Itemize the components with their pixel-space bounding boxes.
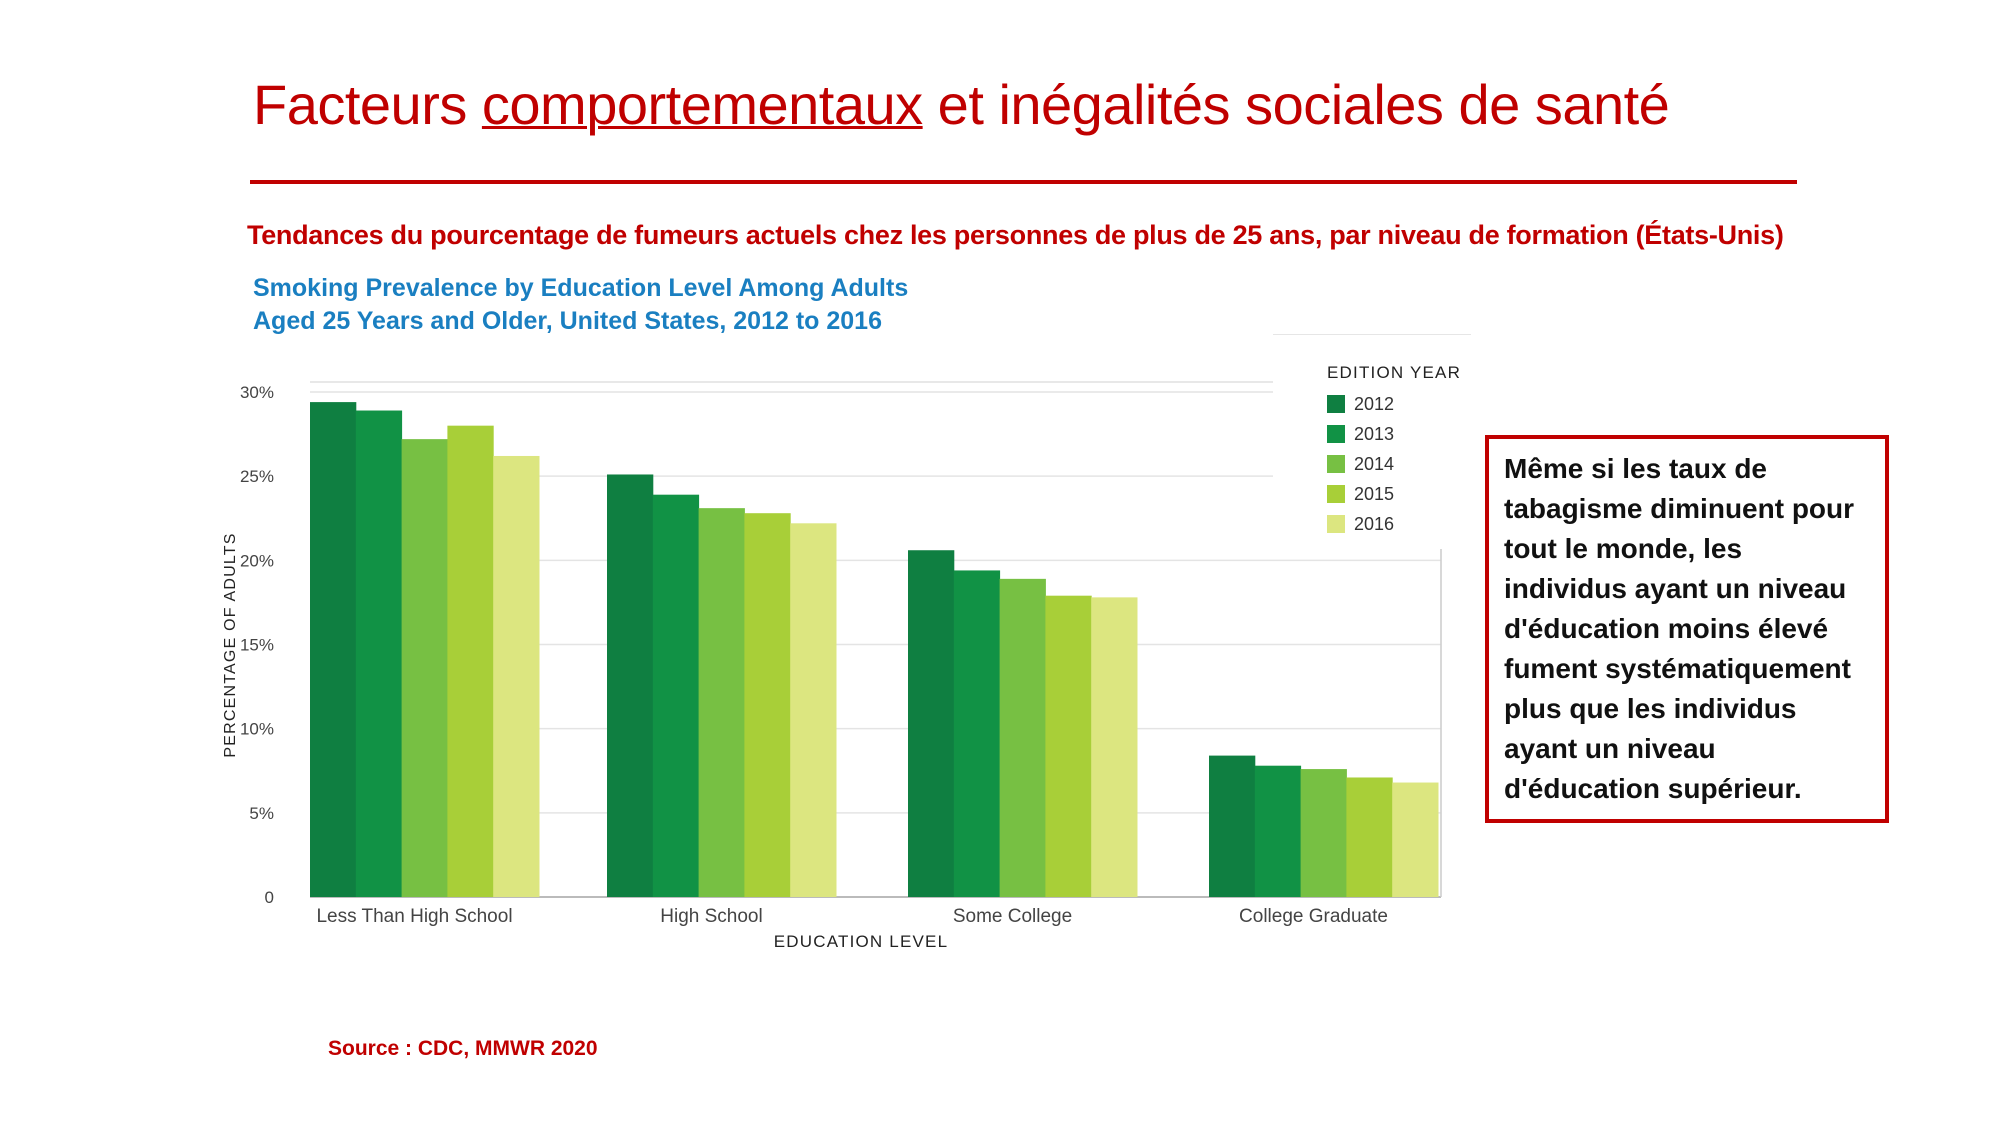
legend-item-2014: 2014 [1327, 453, 1394, 475]
legend-swatch [1327, 515, 1345, 533]
bar-2014-3 [1300, 769, 1347, 897]
title-divider [250, 180, 1797, 184]
legend-item-2016: 2016 [1327, 513, 1394, 535]
chart-title: Smoking Prevalence by Education Level Am… [253, 272, 908, 338]
title-part: et inégalités sociales de santé [922, 73, 1670, 136]
bar-2016-0 [493, 455, 540, 897]
legend-label: 2016 [1354, 513, 1395, 534]
bar-2013-2 [953, 570, 1001, 897]
x-category-label: Some College [953, 906, 1072, 927]
slide-title: Facteurs comportementaux et inégalités s… [253, 72, 1670, 137]
bar-2015-1 [744, 513, 791, 897]
bar-2015-3 [1346, 777, 1393, 897]
y-tick-label: 30% [240, 383, 274, 402]
bar-2016-1 [790, 523, 837, 897]
title-part: Facteurs [253, 73, 482, 136]
bar-2012-2 [908, 550, 955, 897]
x-category-label: High School [660, 906, 762, 927]
bar-2014-1 [698, 508, 745, 897]
bar-2013-3 [1254, 765, 1302, 897]
y-tick-label: 25% [240, 467, 274, 486]
source-note: Source : CDC, MMWR 2020 [328, 1037, 598, 1060]
bar-2014-0 [401, 439, 448, 897]
y-tick-label: 10% [240, 720, 274, 739]
legend-swatch [1327, 425, 1345, 443]
y-tick-label: 0 [265, 888, 274, 907]
bar-2012-0 [310, 402, 357, 897]
title-underlined-part: comportementaux [481, 73, 923, 136]
y-tick-label: 5% [249, 804, 274, 823]
bar-2013-0 [355, 410, 403, 897]
chart-title-line1: Smoking Prevalence by Education Level Am… [253, 274, 909, 302]
legend-label: 2012 [1354, 393, 1395, 414]
bar-2015-2 [1045, 595, 1092, 897]
legend-item-2013: 2013 [1327, 423, 1394, 445]
bar-2016-2 [1091, 597, 1138, 897]
legend-label: 2015 [1354, 483, 1395, 504]
legend-swatch [1327, 455, 1345, 473]
bar-2013-1 [652, 494, 700, 897]
x-category-label: College Graduate [1239, 906, 1388, 927]
bar-2014-2 [999, 578, 1046, 897]
x-axis-label: EDUCATION LEVEL [774, 932, 949, 951]
bar-2012-1 [607, 474, 654, 897]
legend-label: 2014 [1354, 453, 1395, 474]
chart-legend: EDITION YEAR 2012 2013 2014 2015 2016 [1273, 334, 1471, 549]
bar-2016-3 [1392, 782, 1439, 897]
legend-label: 2013 [1354, 423, 1395, 444]
y-tick-label: 15% [240, 636, 274, 655]
bar-2012-3 [1209, 755, 1256, 897]
callout-box: Même si les taux de tabagisme diminuent … [1485, 435, 1889, 823]
legend-item-2012: 2012 [1327, 393, 1394, 415]
y-axis-label: PERCENTAGE OF ADULTS [222, 532, 239, 757]
legend-swatch [1327, 395, 1345, 413]
chart-title-line2: Aged 25 Years and Older, United States, … [253, 307, 882, 335]
y-tick-label: 20% [240, 551, 274, 570]
legend-swatch [1327, 485, 1345, 503]
legend-title: EDITION YEAR [1327, 363, 1462, 382]
bar-2015-0 [447, 425, 494, 897]
x-category-label: Less Than High School [316, 906, 512, 927]
legend-item-2015: 2015 [1327, 483, 1394, 505]
slide-subtitle: Tendances du pourcentage de fumeurs actu… [247, 220, 1784, 250]
